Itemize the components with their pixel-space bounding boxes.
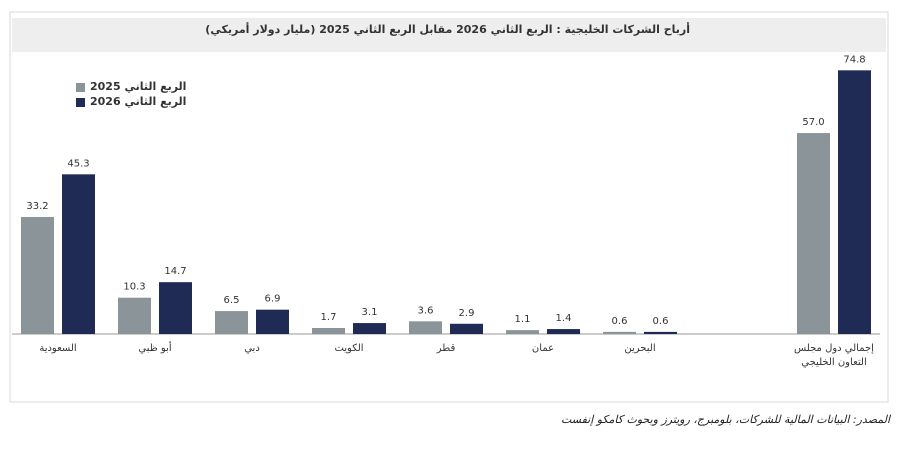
value-label: 2.9 bbox=[459, 308, 475, 319]
legend-label: الربع الثاني 2026 bbox=[90, 95, 187, 108]
x-tick-label: عمان bbox=[531, 343, 555, 354]
bar bbox=[118, 297, 151, 334]
bar bbox=[256, 309, 289, 334]
legend-swatch bbox=[76, 98, 85, 107]
legend-label: الربع الثاني 2025 bbox=[90, 80, 187, 93]
value-label: 14.7 bbox=[164, 266, 186, 277]
bar bbox=[159, 282, 192, 334]
value-label: 57.0 bbox=[802, 117, 824, 128]
value-label: 6.5 bbox=[224, 295, 240, 306]
value-label: 74.8 bbox=[843, 54, 865, 65]
bar bbox=[21, 216, 54, 334]
bar bbox=[547, 329, 580, 334]
value-label: 6.9 bbox=[265, 294, 281, 305]
bar bbox=[312, 328, 345, 334]
bar bbox=[409, 321, 442, 334]
chart-frame bbox=[9, 11, 889, 403]
bar bbox=[797, 133, 830, 334]
value-label: 1.4 bbox=[556, 313, 572, 324]
value-label: 10.3 bbox=[123, 282, 145, 293]
bar bbox=[353, 323, 386, 334]
value-label: 0.6 bbox=[612, 316, 628, 327]
value-label: 1.7 bbox=[321, 312, 337, 323]
value-label: 45.3 bbox=[67, 158, 89, 169]
x-tick-label: الكويت bbox=[334, 343, 364, 354]
legend-swatch bbox=[76, 83, 85, 92]
x-tick-label: السعودية bbox=[39, 343, 77, 354]
source-note: المصدر: البيانات المالية للشركات، بلومبر… bbox=[560, 413, 890, 426]
bar bbox=[603, 331, 636, 334]
x-tick-label: قطر bbox=[436, 343, 456, 354]
bar bbox=[644, 331, 677, 334]
bar bbox=[62, 174, 95, 334]
value-label: 0.6 bbox=[653, 316, 669, 327]
bar bbox=[215, 311, 248, 334]
value-label: 3.1 bbox=[362, 307, 378, 318]
value-label: 1.1 bbox=[515, 314, 531, 325]
title-band bbox=[12, 18, 886, 52]
value-label: 3.6 bbox=[418, 305, 434, 316]
bar bbox=[838, 70, 871, 334]
value-label: 33.2 bbox=[26, 201, 48, 212]
x-tick-label: البحرين bbox=[624, 343, 656, 354]
bar bbox=[506, 330, 539, 334]
chart-title: أرباح الشركات الخليجية : الربع الثاني 20… bbox=[205, 23, 690, 36]
bar bbox=[450, 323, 483, 334]
x-tick-label: دبي bbox=[244, 343, 260, 354]
x-tick-label: إجمالي دول مجلس التعاون الخليجي bbox=[794, 343, 874, 368]
x-tick-label: أبو ظبي bbox=[138, 343, 172, 354]
